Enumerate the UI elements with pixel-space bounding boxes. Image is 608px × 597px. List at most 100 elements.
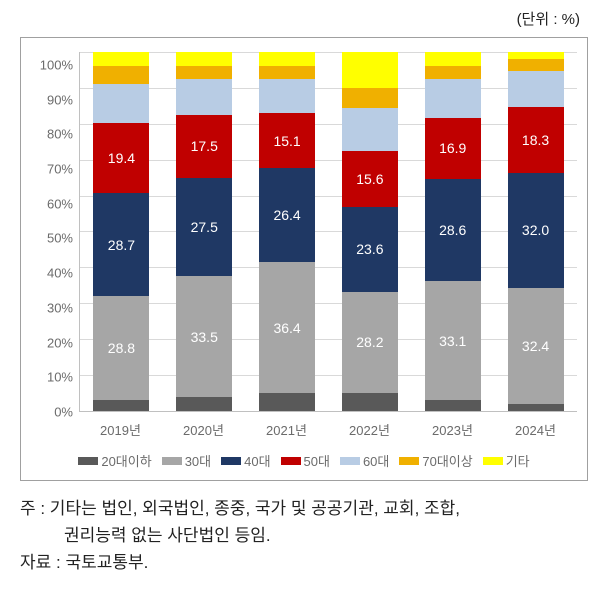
- y-tick-label: 70%: [31, 163, 73, 176]
- legend-item: 40대: [221, 451, 270, 470]
- bar-value-label: 33.5: [191, 329, 218, 345]
- bar-value-label: 28.2: [356, 334, 383, 350]
- bar-value-label: 28.8: [108, 340, 135, 356]
- legend-swatch: [221, 457, 241, 465]
- unit-label: (단위 : %): [20, 8, 588, 29]
- legend-label: 30대: [185, 451, 211, 470]
- bar-column: 28.2 23.6 15.6: [342, 52, 398, 411]
- bar-segment-s40: 26.4: [259, 168, 315, 263]
- bar-segment-s70: [93, 66, 149, 84]
- bar-segment-s70: [425, 66, 481, 78]
- bar-value-label: 18.3: [522, 132, 549, 148]
- bar-segment-s20: [425, 400, 481, 411]
- bar-segment-s40: 32.0: [508, 173, 564, 288]
- bar-segment-s70: [342, 88, 398, 108]
- legend-item: 기타: [483, 451, 530, 470]
- x-axis: 2019년2020년2021년2022년2023년2024년: [79, 412, 577, 439]
- bar-segment-s30: 32.4: [508, 288, 564, 404]
- legend: 20대이하 30대 40대 50대 60대 70대이상 기타: [31, 451, 577, 470]
- y-tick-label: 100%: [31, 59, 73, 72]
- bar-segment-etc: [176, 52, 232, 66]
- x-axis-labels: 2019년2020년2021년2022년2023년2024년: [79, 412, 577, 439]
- bar-column: 32.4 32.0 18.3: [508, 52, 564, 411]
- legend-swatch: [483, 457, 503, 465]
- x-tick-label: 2023년: [425, 420, 481, 439]
- bar-segment-s70: [176, 66, 232, 79]
- legend-label: 기타: [506, 451, 530, 470]
- bar-segment-s50: 16.9: [425, 118, 481, 179]
- bar-segment-s40: 28.7: [93, 193, 149, 296]
- bar-segment-s20: [342, 393, 398, 411]
- bar-segment-s40: 28.6: [425, 179, 481, 282]
- bar-column: 33.1 28.6 16.9: [425, 52, 481, 411]
- bar-value-label: 32.4: [522, 338, 549, 354]
- bar-column: 33.527.517.5: [176, 52, 232, 411]
- bar-segment-etc: [508, 52, 564, 59]
- y-tick-label: 10%: [31, 371, 73, 384]
- bar-segment-s60: [93, 84, 149, 123]
- bar-value-label: 15.1: [273, 133, 300, 149]
- bar-segment-s60: [508, 71, 564, 107]
- legend-item: 30대: [162, 451, 211, 470]
- legend-item: 70대이상: [399, 451, 472, 470]
- y-tick-label: 90%: [31, 93, 73, 106]
- legend-item: 60대: [340, 451, 389, 470]
- bar-segment-s30: 36.4: [259, 262, 315, 393]
- bar-value-label: 27.5: [191, 219, 218, 235]
- bar-segment-s20: [508, 404, 564, 411]
- bar-segment-etc: [93, 52, 149, 66]
- bar-value-label: 28.6: [439, 222, 466, 238]
- y-tick-label: 20%: [31, 336, 73, 349]
- chart-container: 100%90%80%70%60%50%40%30%20%10%0% 28.828…: [20, 37, 588, 481]
- bars: 28.828.719.433.527.517.536.426.415.128.2…: [80, 52, 577, 411]
- y-tick-label: 30%: [31, 301, 73, 314]
- bar-segment-s60: [176, 79, 232, 115]
- x-tick-label: 2020년: [176, 420, 232, 439]
- bar-segment-s30: 28.2: [342, 292, 398, 393]
- bar-segment-s60: [425, 79, 481, 118]
- bar-segment-s40: 23.6: [342, 207, 398, 292]
- bars-region: 28.828.719.433.527.517.536.426.415.128.2…: [79, 52, 577, 412]
- bar-segment-s30: 28.8: [93, 296, 149, 399]
- bar-column: 36.4 26.4 15.1: [259, 52, 315, 411]
- bar-segment-s50: 19.4: [93, 123, 149, 193]
- bar-segment-s30: 33.1: [425, 281, 481, 400]
- bar-value-label: 23.6: [356, 241, 383, 257]
- bar-segment-s20: [259, 393, 315, 411]
- legend-label: 40대: [244, 451, 270, 470]
- footnote: 주 : 기타는 법인, 외국법인, 종중, 국가 및 공공기관, 교회, 조합,…: [20, 495, 588, 577]
- plot-area: 100%90%80%70%60%50%40%30%20%10%0% 28.828…: [31, 52, 577, 412]
- y-tick-label: 60%: [31, 197, 73, 210]
- legend-label: 60대: [363, 451, 389, 470]
- bar-value-label: 26.4: [273, 207, 300, 223]
- legend-swatch: [78, 457, 98, 465]
- bar-value-label: 19.4: [108, 150, 135, 166]
- bar-segment-s30: 33.5: [176, 276, 232, 396]
- y-tick-label: 50%: [31, 232, 73, 245]
- bar-segment-etc: [342, 52, 398, 88]
- bar-value-label: 36.4: [273, 320, 300, 336]
- bar-segment-s70: [259, 66, 315, 79]
- y-tick-label: 80%: [31, 128, 73, 141]
- legend-item: 20대이하: [78, 451, 151, 470]
- bar-segment-etc: [425, 52, 481, 66]
- bar-segment-s50: 15.6: [342, 151, 398, 207]
- bar-segment-s40: 27.5: [176, 178, 232, 277]
- y-axis: 100%90%80%70%60%50%40%30%20%10%0%: [31, 52, 79, 412]
- bar-segment-s60: [259, 79, 315, 113]
- bar-segment-s20: [93, 400, 149, 411]
- bar-column: 28.8 28.7 19.4: [93, 52, 149, 411]
- legend-label: 20대이하: [101, 451, 151, 470]
- y-tick-label: 40%: [31, 267, 73, 280]
- legend-swatch: [399, 457, 419, 465]
- bar-value-label: 16.9: [439, 140, 466, 156]
- footnote-line-2: 권리능력 없는 사단법인 등임.: [20, 522, 588, 549]
- bar-value-label: 33.1: [439, 333, 466, 349]
- bar-segment-etc: [259, 52, 315, 66]
- bar-segment-s70: [508, 59, 564, 71]
- bar-value-label: 15.6: [356, 171, 383, 187]
- legend-swatch: [281, 457, 301, 465]
- legend-item: 50대: [281, 451, 330, 470]
- bar-segment-s20: [176, 397, 232, 411]
- bar-value-label: 28.7: [108, 237, 135, 253]
